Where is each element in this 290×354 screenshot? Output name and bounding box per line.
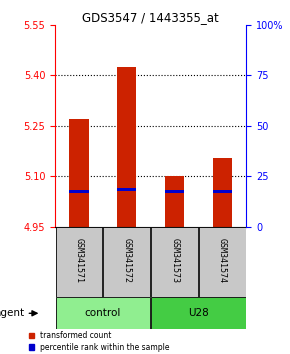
Bar — [70, 119, 89, 227]
Bar — [199, 227, 246, 297]
Bar — [56, 297, 150, 329]
Text: GSM341574: GSM341574 — [218, 238, 227, 283]
Bar — [213, 190, 232, 193]
Bar — [165, 190, 184, 193]
Bar — [151, 297, 246, 329]
Text: GSM341571: GSM341571 — [75, 238, 84, 283]
Text: GSM341573: GSM341573 — [170, 238, 179, 283]
Bar — [56, 227, 102, 297]
Bar — [70, 190, 89, 193]
Text: agent: agent — [0, 308, 25, 318]
Text: GSM341572: GSM341572 — [122, 238, 131, 283]
Title: GDS3547 / 1443355_at: GDS3547 / 1443355_at — [82, 11, 219, 24]
Bar — [117, 188, 136, 191]
Bar — [117, 67, 136, 227]
Text: control: control — [85, 308, 121, 318]
Bar — [104, 227, 150, 297]
Bar — [151, 227, 198, 297]
Text: U28: U28 — [188, 308, 209, 318]
Bar — [213, 158, 232, 227]
Bar — [165, 176, 184, 227]
Legend: transformed count, percentile rank within the sample: transformed count, percentile rank withi… — [29, 331, 170, 352]
